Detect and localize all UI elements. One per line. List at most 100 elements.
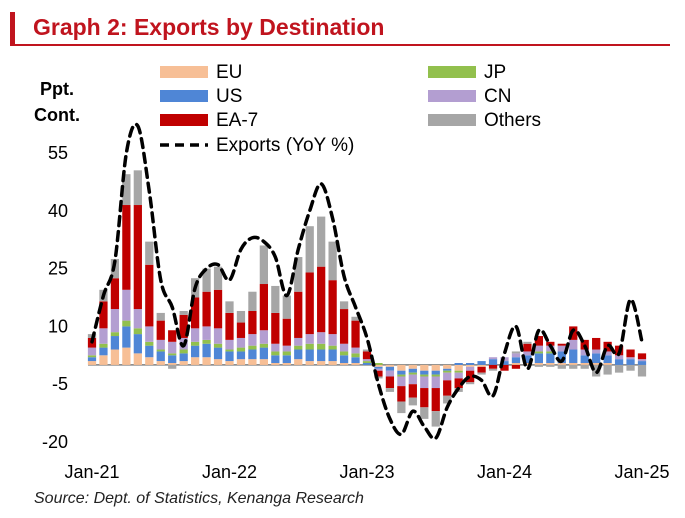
bar-cn (213, 328, 223, 344)
bar-others (156, 312, 165, 321)
bar-jp (248, 345, 257, 350)
bar-eu (408, 364, 417, 369)
y-tick-label: 25 (48, 259, 68, 279)
bar-eu (466, 364, 475, 367)
bar-cn (122, 289, 131, 321)
bar-others (225, 301, 234, 313)
bar-jp (282, 351, 291, 356)
bar-us (351, 357, 360, 364)
bar-cn (87, 347, 97, 356)
bar-jp (156, 349, 165, 352)
bar-cn (248, 334, 257, 346)
bar-cn (328, 334, 337, 346)
bar-jp (339, 351, 349, 356)
bar-cn (156, 339, 165, 350)
bar-us (317, 349, 326, 362)
bar-others (477, 372, 486, 375)
bar-cn (225, 339, 234, 350)
exports-line (90, 122, 644, 441)
legend-swatch-us (160, 90, 208, 102)
bar-us (466, 363, 475, 365)
bar-cn (110, 309, 120, 333)
bar-us (339, 355, 349, 364)
bar-us (592, 353, 601, 364)
bar-us (122, 326, 131, 348)
bar-jp (236, 347, 246, 352)
bar-cn (443, 372, 452, 381)
bar-eu (99, 355, 108, 365)
bar-jp (328, 345, 337, 350)
bar-others (546, 364, 555, 367)
bar-eu (454, 364, 463, 371)
bar-us (603, 355, 612, 364)
bar-others (523, 341, 532, 344)
legend-swatch-ea-7 (160, 114, 208, 126)
bar-others (637, 364, 647, 377)
bar-eu (191, 357, 200, 365)
bar-cn (168, 341, 177, 354)
bar-jp (397, 374, 406, 377)
bar-jp (408, 372, 417, 375)
bar-others (213, 266, 223, 290)
bar-others (145, 241, 154, 265)
bar-jp (305, 343, 314, 350)
bar-ea-7 (385, 376, 395, 389)
bar-others (133, 170, 142, 206)
bar-eu (569, 363, 578, 365)
bar-ea-7 (317, 266, 326, 333)
bar-others (317, 216, 326, 267)
bar-others (248, 291, 257, 311)
bar-cn (420, 376, 429, 389)
bar-ea-7 (339, 309, 349, 344)
bar-us (374, 366, 383, 369)
bar-cn (305, 334, 314, 344)
bar-ea-7 (592, 337, 601, 350)
bar-jp (374, 363, 383, 365)
bar-jp (122, 320, 131, 327)
bar-cn (294, 337, 303, 346)
bar-us (397, 370, 406, 375)
bar-us (99, 347, 108, 356)
bar-jp (454, 370, 463, 373)
source-note: Source: Dept. of Statistics, Kenanga Res… (34, 490, 364, 507)
bar-others (179, 310, 188, 315)
bar-cn (317, 332, 326, 344)
bar-ea-7 (603, 341, 612, 352)
bar-us (511, 357, 521, 364)
bar-eu (225, 361, 234, 365)
bar-us (305, 349, 314, 362)
bar-us (328, 349, 337, 362)
bar-jp (443, 370, 452, 373)
bar-others (420, 407, 429, 419)
bar-jp (133, 328, 142, 335)
bar-cn (614, 355, 624, 360)
bar-ea-7 (534, 336, 543, 346)
bar-eu (317, 361, 326, 365)
bar-others (408, 397, 417, 406)
bar-cn (466, 366, 475, 371)
bar-others (397, 401, 406, 414)
x-tick-label: Jan-24 (477, 462, 532, 482)
bar-ea-7 (328, 280, 337, 335)
y-axis-label: Ppt. Cont. (34, 76, 80, 128)
bar-jp (420, 374, 429, 377)
y-tick-label: -5 (52, 374, 68, 394)
bar-us (580, 355, 589, 364)
bar-cn (259, 330, 268, 344)
bar-ea-7 (397, 386, 406, 402)
bar-cn (397, 376, 406, 387)
bar-others (443, 395, 452, 404)
bar-us (408, 368, 417, 373)
bar-us (534, 353, 543, 364)
bar-jp (534, 351, 543, 354)
bar-others (328, 241, 337, 281)
bar-ea-7 (145, 264, 154, 327)
bar-others (557, 364, 566, 369)
bar-eu (546, 363, 555, 365)
bar-us (156, 351, 165, 362)
bar-ea-7 (557, 343, 566, 346)
bar-eu (87, 361, 97, 365)
bar-ea-7 (443, 380, 452, 396)
bar-us (614, 359, 624, 365)
bar-jp (294, 345, 303, 350)
